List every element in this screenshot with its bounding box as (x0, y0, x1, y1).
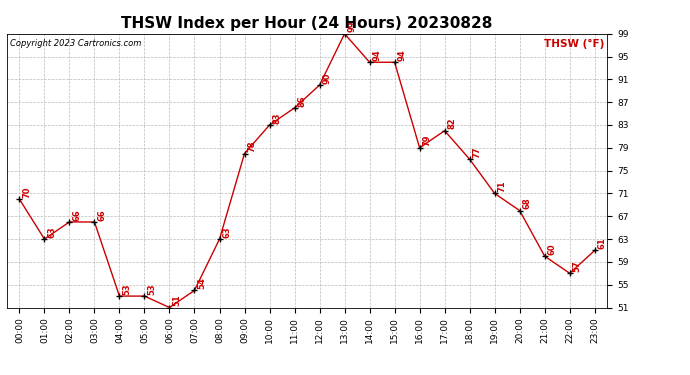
Text: 71: 71 (497, 180, 506, 192)
Text: 79: 79 (422, 135, 431, 146)
Text: 70: 70 (22, 186, 31, 198)
Text: 66: 66 (97, 209, 106, 220)
Text: 83: 83 (273, 112, 282, 124)
Text: Copyright 2023 Cartronics.com: Copyright 2023 Cartronics.com (10, 39, 141, 48)
Text: 63: 63 (47, 226, 56, 238)
Text: 99: 99 (347, 21, 356, 32)
Text: 94: 94 (397, 49, 406, 61)
Text: 60: 60 (547, 243, 556, 255)
Text: 77: 77 (473, 146, 482, 158)
Text: 94: 94 (373, 49, 382, 61)
Text: 53: 53 (122, 283, 131, 295)
Text: 82: 82 (447, 118, 456, 129)
Text: 51: 51 (172, 294, 181, 306)
Text: 54: 54 (197, 277, 206, 289)
Text: 86: 86 (297, 95, 306, 106)
Text: 66: 66 (72, 209, 81, 220)
Text: 61: 61 (598, 237, 607, 249)
Text: 90: 90 (322, 72, 331, 84)
Text: 68: 68 (522, 198, 531, 209)
Text: THSW (°F): THSW (°F) (544, 39, 604, 49)
Text: 57: 57 (573, 260, 582, 272)
Text: 78: 78 (247, 141, 256, 152)
Text: 63: 63 (222, 226, 231, 238)
Title: THSW Index per Hour (24 Hours) 20230828: THSW Index per Hour (24 Hours) 20230828 (121, 16, 493, 31)
Text: 53: 53 (147, 283, 156, 295)
